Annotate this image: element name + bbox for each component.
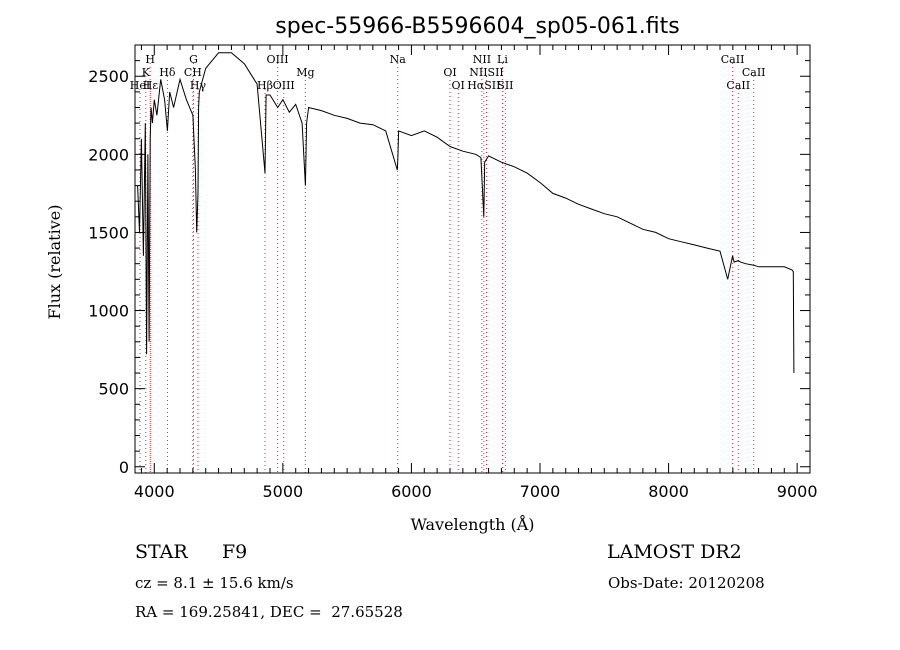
- marker-label-8: OIII: [267, 53, 289, 66]
- marker-label-7: Hγ: [190, 79, 207, 92]
- marker-label-13: OI: [443, 66, 456, 79]
- marker-label-19: SII: [497, 79, 513, 92]
- object-type: STAR: [135, 541, 188, 563]
- survey-name: LAMOST DR2: [607, 541, 742, 563]
- plot-frame: [134, 44, 811, 474]
- x-tick-label-8000: 8000: [648, 482, 689, 501]
- marker-label-11: Mg: [296, 66, 314, 79]
- x-tick-label-5000: 5000: [262, 482, 303, 501]
- marker-label-22: CaII: [726, 79, 750, 92]
- marker-label-20: CaII: [721, 53, 745, 66]
- y-tick-label-0: 0: [119, 458, 129, 477]
- spectral-subclass: F9: [222, 541, 248, 563]
- sky-coordinates: RA = 169.25841, DEC = 27.65528: [135, 603, 403, 621]
- spectrum-line: [137, 52, 795, 374]
- redshift-value: cz = 8.1 ± 15.6 km/s: [135, 574, 294, 592]
- y-tick-label-1000: 1000: [88, 302, 129, 321]
- marker-label-18: HαSII: [467, 79, 500, 92]
- marker-label-16: Li: [497, 53, 508, 66]
- x-tick-label-7000: 7000: [520, 482, 561, 501]
- observation-date: Obs-Date: 20120208: [608, 574, 765, 592]
- x-axis-label: Wavelength (Å): [410, 514, 534, 534]
- x-tick-label-6000: 6000: [391, 482, 432, 501]
- y-tick-label-2000: 2000: [88, 145, 129, 164]
- y-tick-label-500: 500: [98, 380, 129, 399]
- marker-label-15: NII: [473, 53, 491, 66]
- marker-label-10: OIII: [273, 79, 295, 92]
- y-tick-label-2500: 2500: [88, 67, 129, 86]
- marker-label-0: H: [145, 53, 155, 66]
- x-tick-label-4000: 4000: [134, 482, 175, 501]
- marker-label-12: Na: [390, 53, 407, 66]
- marker-label-3: Hδ: [159, 66, 176, 79]
- chart-title: spec-55966-B5596604_sp05-061.fits: [275, 14, 680, 39]
- marker-label-6: CH: [184, 66, 202, 79]
- marker-label-9: Hβ: [257, 79, 273, 92]
- y-axis-label: Flux (relative): [45, 205, 64, 320]
- marker-label-14: OI: [452, 79, 465, 92]
- marker-label-4: Hε: [143, 79, 159, 92]
- marker-label-2: HeI: [130, 79, 150, 92]
- marker-label-21: CaII: [742, 66, 766, 79]
- y-tick-label-1500: 1500: [88, 223, 129, 242]
- marker-label-1: K: [142, 66, 151, 79]
- x-tick-label-9000: 9000: [777, 482, 818, 501]
- marker-label-5: G: [189, 53, 198, 66]
- marker-label-17: NIISII: [469, 66, 504, 79]
